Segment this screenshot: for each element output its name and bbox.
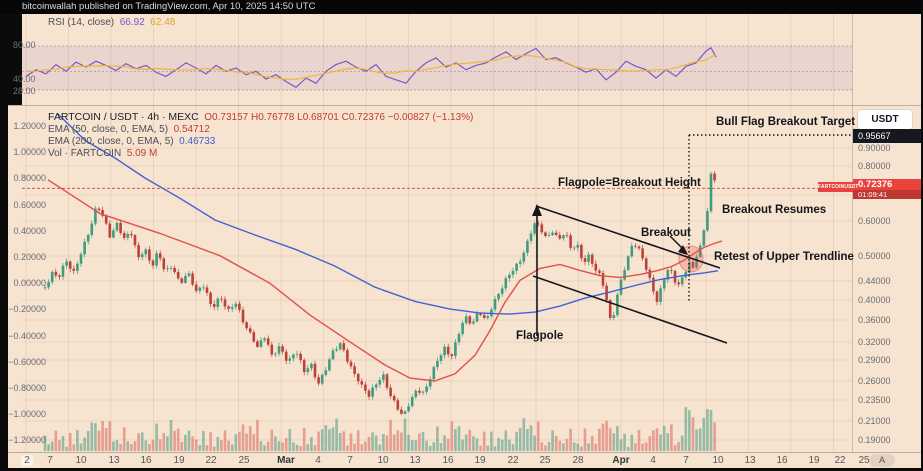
- last-price-label: 0.72376 01:09:41: [853, 179, 921, 199]
- left-axis-tick-label: −1.20000: [8, 435, 46, 445]
- rsi-axis-tick-label: 40.00: [13, 74, 36, 84]
- time-axis[interactable]: 2 7 10 13 16 19 22 25 Mar 4 7 10 13 16 19 22 25 28 Apr 4 7 10…: [8, 452, 921, 469]
- time-axis-tick-label: 10: [377, 455, 389, 466]
- left-axis-tick-label: 0.20000: [13, 252, 46, 262]
- right-axis-tick-label: 0.90000: [858, 143, 891, 153]
- time-axis-tick-label: Apr: [612, 455, 630, 466]
- time-axis-tick-label: 19: [808, 455, 820, 466]
- rsi-axis-tick-label: 28.00: [13, 86, 36, 96]
- rsi-legend-label: RSI (14, close): [48, 17, 115, 28]
- right-axis-tick-label: 0.40000: [858, 295, 891, 305]
- time-axis-tick-label: 19: [173, 455, 185, 466]
- ema200-label: EMA (200, close, 0, EMA, 5): [48, 136, 174, 147]
- right-axis-tick-label: 0.23500: [858, 395, 891, 405]
- right-axis-tick-label: 0.80000: [858, 161, 891, 171]
- chart-widget[interactable]: RSI (14, close) 66.92 62.48 FARTCOIN / U…: [8, 14, 921, 468]
- annotation-bull-flag-target: Bull Flag Breakout Target: [716, 116, 856, 128]
- left-axis-tick-label: −1.00000: [8, 409, 46, 419]
- left-axis-tick-label: 0.80000: [13, 173, 46, 183]
- ohlc-values: O0.73157 H0.76778 L0.68701 C0.72376 −0.0…: [204, 112, 474, 123]
- rsi-legend[interactable]: RSI (14, close) 66.92 62.48: [48, 17, 175, 28]
- volume-value: 5.09 M: [126, 148, 158, 159]
- time-axis-tick-label: 25: [858, 455, 870, 466]
- right-axis-tick-label: 0.29000: [858, 355, 891, 365]
- publish-title-bar: bitcoinwallah published on TradingView.c…: [0, 0, 923, 14]
- rsi-pane-left-gutter: [8, 14, 22, 105]
- left-axis-tick-label: 0.60000: [13, 200, 46, 210]
- volume-label: Vol · FARTCOIN: [48, 148, 122, 159]
- time-axis-tick-label: 13: [409, 455, 421, 466]
- time-axis-tick-label: 2: [21, 455, 33, 466]
- time-axis-tick-label: 28: [572, 455, 584, 466]
- ema200-value: 0.46733: [179, 136, 216, 147]
- time-axis-tick-label: 25: [539, 455, 551, 466]
- annotation-flagpole: Flagpole: [516, 330, 564, 342]
- annotation-breakout: Breakout: [641, 227, 691, 239]
- time-axis-tick-label: 19: [474, 455, 486, 466]
- symbol-legend[interactable]: FARTCOIN / USDT · 4h · MEXC O0.73157 H0.…: [48, 111, 473, 123]
- frame-bottom: [0, 468, 923, 471]
- annotation-breakout-resumes: Breakout Resumes: [722, 204, 827, 216]
- left-axis-tick-label: 0.00000: [13, 278, 46, 288]
- right-axis-tick-label: 0.19000: [858, 435, 891, 445]
- ema50-label: EMA (50, close, 0, EMA, 5): [48, 124, 169, 135]
- time-axis-tick-label: Mar: [277, 455, 295, 466]
- last-price-value: 0.72376: [858, 179, 893, 190]
- time-axis-tick-label: 7: [47, 455, 53, 466]
- time-axis-tick-label: 25: [238, 455, 250, 466]
- ema50-legend[interactable]: EMA (50, close, 0, EMA, 5) 0.54712: [48, 124, 210, 135]
- left-axis-tick-label: −0.40000: [8, 331, 46, 341]
- bar-countdown: 01:09:41: [853, 190, 921, 199]
- time-axis-tick-label: 7: [347, 455, 353, 466]
- ema50-value: 0.54712: [173, 124, 210, 135]
- annotation-flagpole-height: Flagpole=Breakout Height: [558, 177, 701, 189]
- ema200-legend[interactable]: EMA (200, close, 0, EMA, 5) 0.46733: [48, 136, 215, 147]
- currency-toggle-button[interactable]: USDT: [858, 110, 912, 129]
- auto-scale-button[interactable]: A: [869, 454, 895, 467]
- rsi-value: 66.92: [119, 17, 145, 28]
- symbol-title: FARTCOIN / USDT · 4h · MEXC: [48, 111, 199, 123]
- target-price-label: 0.95667: [853, 129, 921, 143]
- time-axis-tick-label: 22: [205, 455, 217, 466]
- rsi-ma-value: 62.48: [150, 17, 176, 28]
- time-axis-tick-label: 13: [108, 455, 120, 466]
- annotation-retest: Retest of Upper Trendline: [714, 251, 854, 263]
- left-axis-tick-label: 1.20000: [13, 121, 46, 131]
- left-axis-tick-label: 1.00000: [13, 147, 46, 157]
- time-axis-tick-label: 13: [744, 455, 756, 466]
- frame-right: [921, 0, 923, 471]
- left-axis-tick-label: −0.80000: [8, 383, 46, 393]
- time-axis-tick-label: 4: [315, 455, 321, 466]
- time-axis-tick-label: 22: [507, 455, 519, 466]
- time-axis-tick-label: 10: [75, 455, 87, 466]
- right-price-axis[interactable]: 0.90000 0.80000 0.60000 0.50000 0.44000 0.400…: [852, 14, 922, 452]
- volume-legend[interactable]: Vol · FARTCOIN 5.09 M: [48, 148, 157, 159]
- pane-separator[interactable]: [8, 105, 921, 106]
- left-axis-tick-label: −0.20000: [8, 304, 46, 314]
- right-axis-tick-label: 0.26000: [858, 376, 891, 386]
- time-axis-tick-label: 4: [650, 455, 656, 466]
- time-axis-tick-label: 16: [442, 455, 454, 466]
- right-axis-tick-label: 0.21000: [858, 416, 891, 426]
- left-axis-tick-label: −0.60000: [8, 357, 46, 367]
- right-axis-tick-label: 0.44000: [858, 276, 891, 286]
- publish-title-text: bitcoinwallah published on TradingView.c…: [22, 1, 316, 12]
- time-axis-tick-label: 16: [140, 455, 152, 466]
- ticker-price-tag: FARTCOINUSDT: [818, 182, 859, 192]
- right-axis-tick-label: 0.50000: [858, 251, 891, 261]
- time-axis-tick-label: 10: [712, 455, 724, 466]
- left-axis-tick-label: 0.40000: [13, 226, 46, 236]
- chart-canvas[interactable]: [8, 14, 921, 468]
- right-axis-tick-label: 0.60000: [858, 216, 891, 226]
- time-axis-tick-label: 16: [776, 455, 788, 466]
- time-axis-tick-label: 22: [834, 455, 846, 466]
- right-axis-tick-label: 0.32000: [858, 337, 891, 347]
- rsi-axis-tick-label: 80.00: [13, 40, 36, 50]
- right-axis-tick-label: 0.36000: [858, 315, 891, 325]
- left-price-axis[interactable]: 1.20000 1.00000 0.80000 0.60000 0.40000 0.200…: [8, 14, 46, 468]
- time-axis-tick-label: 7: [683, 455, 689, 466]
